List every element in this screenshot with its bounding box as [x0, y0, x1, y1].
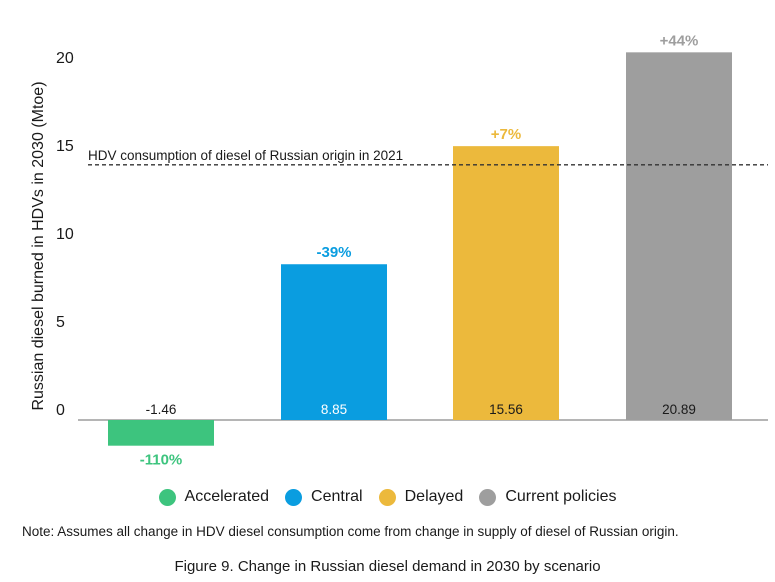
bar-accelerated [108, 420, 214, 446]
bars-group: -1.46 -110% 8.85 -39% 15.56 +7% 20.89 +44% [108, 32, 732, 469]
percent-label-central: -39% [316, 244, 351, 261]
chart-note: Note: Assumes all change in HDV diesel c… [22, 524, 679, 539]
legend-dot-central [285, 488, 303, 506]
legend-label-delayed: Delayed [404, 488, 464, 505]
legend-item-current-policies: Current policies [479, 488, 616, 506]
y-tick-label-0: 0 [56, 402, 65, 419]
value-label-accelerated: -1.46 [146, 402, 177, 417]
figure-caption: Figure 9. Change in Russian diesel deman… [174, 558, 601, 575]
y-tick-label-20: 20 [56, 50, 74, 67]
percent-label-delayed: +7% [491, 126, 521, 143]
legend-dot-delayed [378, 488, 396, 506]
legend: Accelerated Central Delayed Current poli… [0, 488, 775, 506]
percent-label-accelerated: -110% [140, 452, 183, 469]
y-tick-label-10: 10 [56, 226, 74, 243]
percent-label-current-policies: +44% [660, 32, 699, 49]
bar-central [281, 264, 387, 420]
bar-delayed [453, 146, 559, 421]
y-tick-label-15: 15 [56, 138, 74, 155]
legend-label-central: Central [311, 488, 363, 505]
y-tick-label-5: 5 [56, 314, 65, 331]
legend-dot-accelerated [158, 488, 176, 506]
value-label-delayed: 15.56 [489, 402, 523, 417]
legend-label-accelerated: Accelerated [184, 488, 270, 505]
legend-label-current-policies: Current policies [505, 488, 617, 505]
legend-item-accelerated: Accelerated [158, 488, 270, 506]
legend-item-central: Central [285, 488, 363, 506]
reference-line-label: HDV consumption of diesel of Russian ori… [88, 148, 403, 163]
legend-dot-current-policies [479, 488, 497, 506]
y-axis-ticks: 0 5 10 15 20 [56, 50, 74, 419]
value-label-current-policies: 20.89 [662, 402, 696, 417]
reference-line-group: HDV consumption of diesel of Russian ori… [88, 148, 768, 166]
y-axis-title: Russian diesel burned in HDVs in 2030 (M… [30, 81, 47, 410]
value-label-central: 8.85 [321, 402, 347, 417]
bar-current-policies [626, 52, 732, 420]
legend-item-delayed: Delayed [378, 488, 464, 506]
